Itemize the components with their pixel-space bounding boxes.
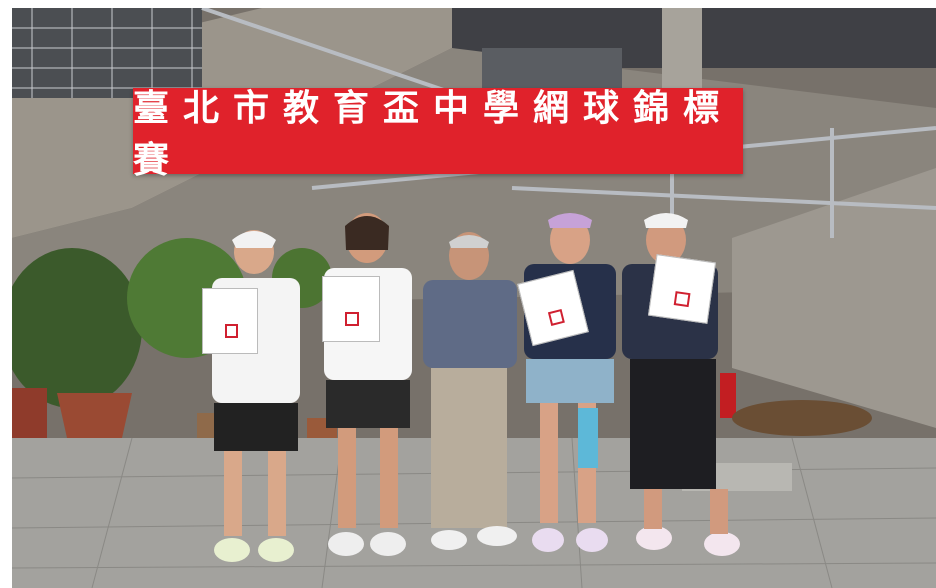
certificate xyxy=(322,276,380,342)
certificate xyxy=(202,288,258,354)
certificate xyxy=(647,254,717,324)
person-5 xyxy=(618,208,748,570)
person-1 xyxy=(192,220,312,570)
person-4 xyxy=(512,208,627,563)
person-3 xyxy=(407,228,527,568)
event-banner: 臺北市教育盃中學網球錦標賽 xyxy=(133,87,743,181)
award-photo: 臺北市教育盃中學網球錦標賽 xyxy=(12,8,936,588)
person-2 xyxy=(312,206,422,566)
